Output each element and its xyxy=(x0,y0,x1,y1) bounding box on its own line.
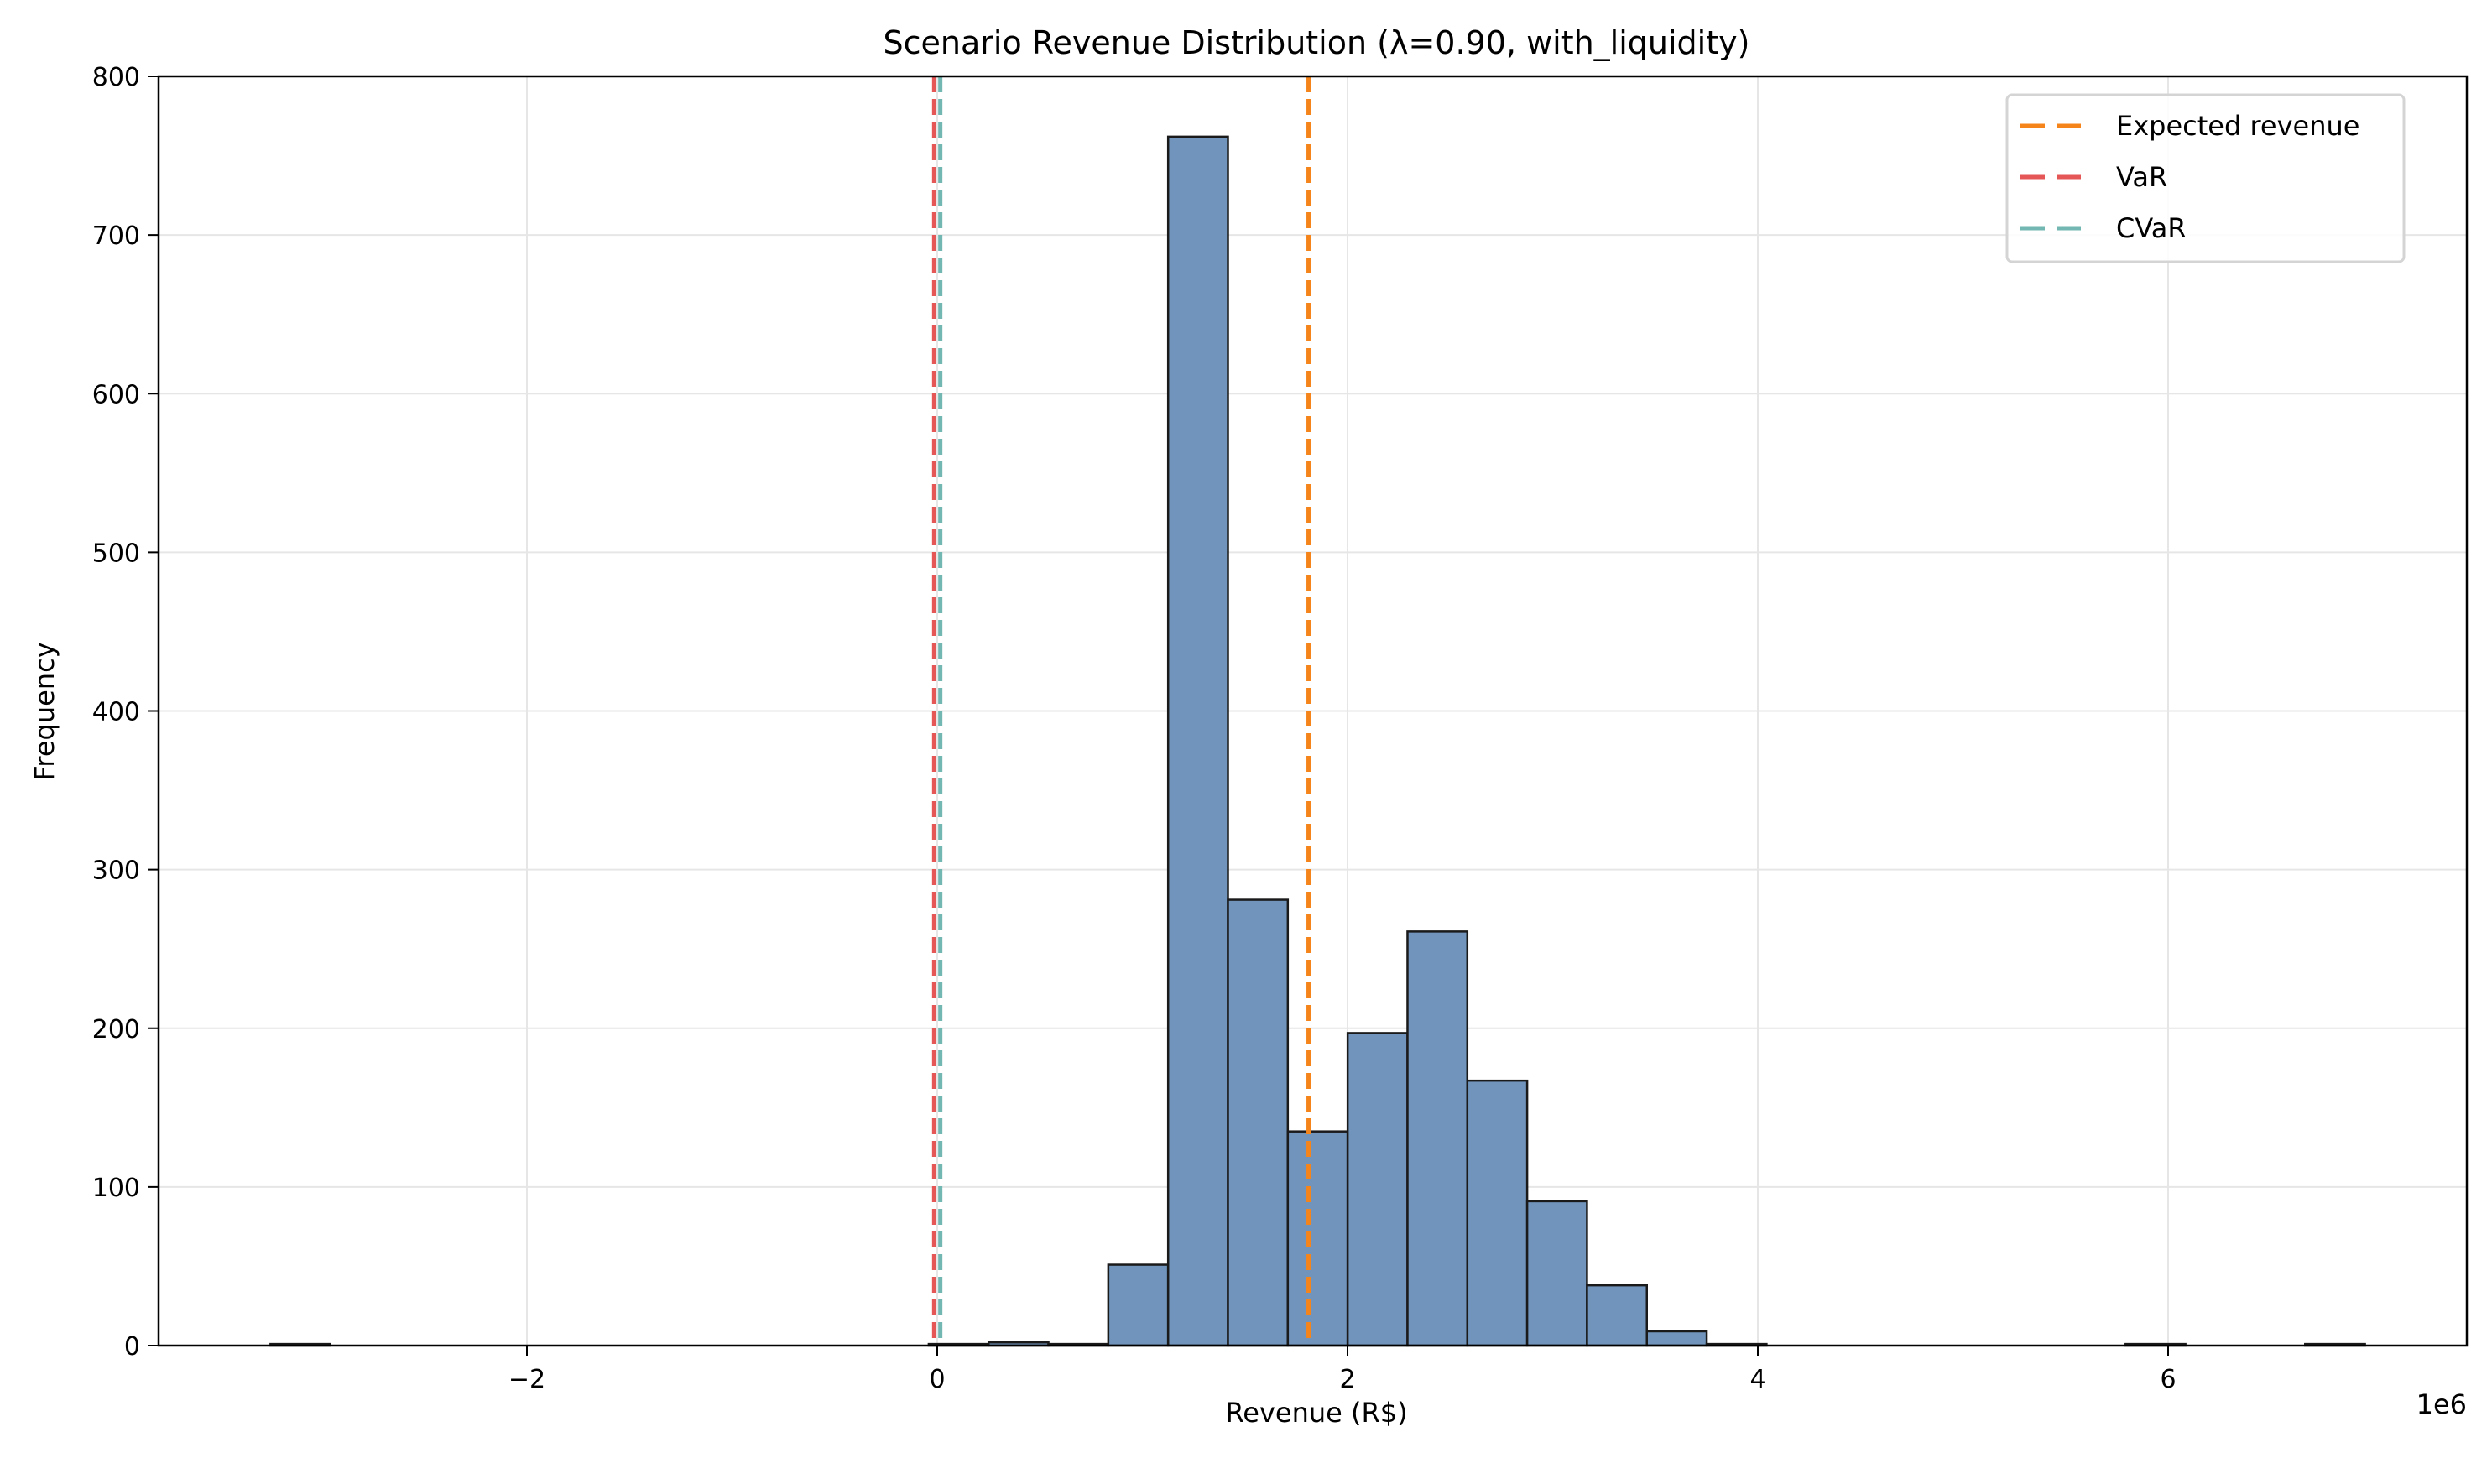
y-tick-label: 200 xyxy=(92,1015,140,1044)
histogram-bar xyxy=(1525,1200,1588,1347)
histogram-bar xyxy=(1107,1263,1170,1347)
histogram-bar xyxy=(1645,1330,1708,1347)
x-axis-label: Revenue (R$) xyxy=(1225,1397,1407,1429)
histogram-bar xyxy=(1466,1079,1529,1347)
legend-box xyxy=(2005,93,2406,263)
y-axis-label: Frequency xyxy=(29,642,60,780)
bars xyxy=(269,135,2366,1347)
x-tick-label: −2 xyxy=(508,1365,545,1394)
histogram-bar xyxy=(1586,1284,1648,1347)
chart-title: Scenario Revenue Distribution (λ=0.90, w… xyxy=(884,24,1750,61)
histogram-bar xyxy=(1166,135,1229,1347)
histogram-bar xyxy=(1227,898,1290,1347)
legend-label: VaR xyxy=(2116,161,2167,193)
x-offset-label: 1e6 xyxy=(2416,1388,2467,1420)
y-tick-label: 100 xyxy=(92,1174,140,1203)
y-tick-label: 400 xyxy=(92,698,140,727)
legend-label: CVaR xyxy=(2116,212,2187,244)
x-tick-label: 6 xyxy=(2160,1365,2176,1394)
legend: Expected revenue VaR CVaR xyxy=(2005,93,2406,263)
y-tick-label: 600 xyxy=(92,380,140,409)
x-tick-label: 4 xyxy=(1749,1365,1765,1394)
x-axis: −2 0 2 4 6 xyxy=(508,1346,2177,1394)
histogram-bar xyxy=(1346,1032,1409,1347)
y-tick-label: 0 xyxy=(124,1332,140,1362)
legend-label: Expected revenue xyxy=(2116,110,2359,142)
y-tick-label: 800 xyxy=(92,63,140,92)
y-axis: 0 100 200 300 400 500 600 700 800 xyxy=(92,63,159,1362)
x-tick-label: 0 xyxy=(929,1365,945,1394)
y-tick-label: 300 xyxy=(92,857,140,886)
histogram-bar xyxy=(1406,930,1469,1347)
x-tick-label: 2 xyxy=(1339,1365,1355,1394)
histogram-bar xyxy=(1286,1130,1349,1347)
y-tick-label: 700 xyxy=(92,221,140,251)
y-tick-label: 500 xyxy=(92,539,140,568)
reference-lines xyxy=(931,76,1311,1346)
